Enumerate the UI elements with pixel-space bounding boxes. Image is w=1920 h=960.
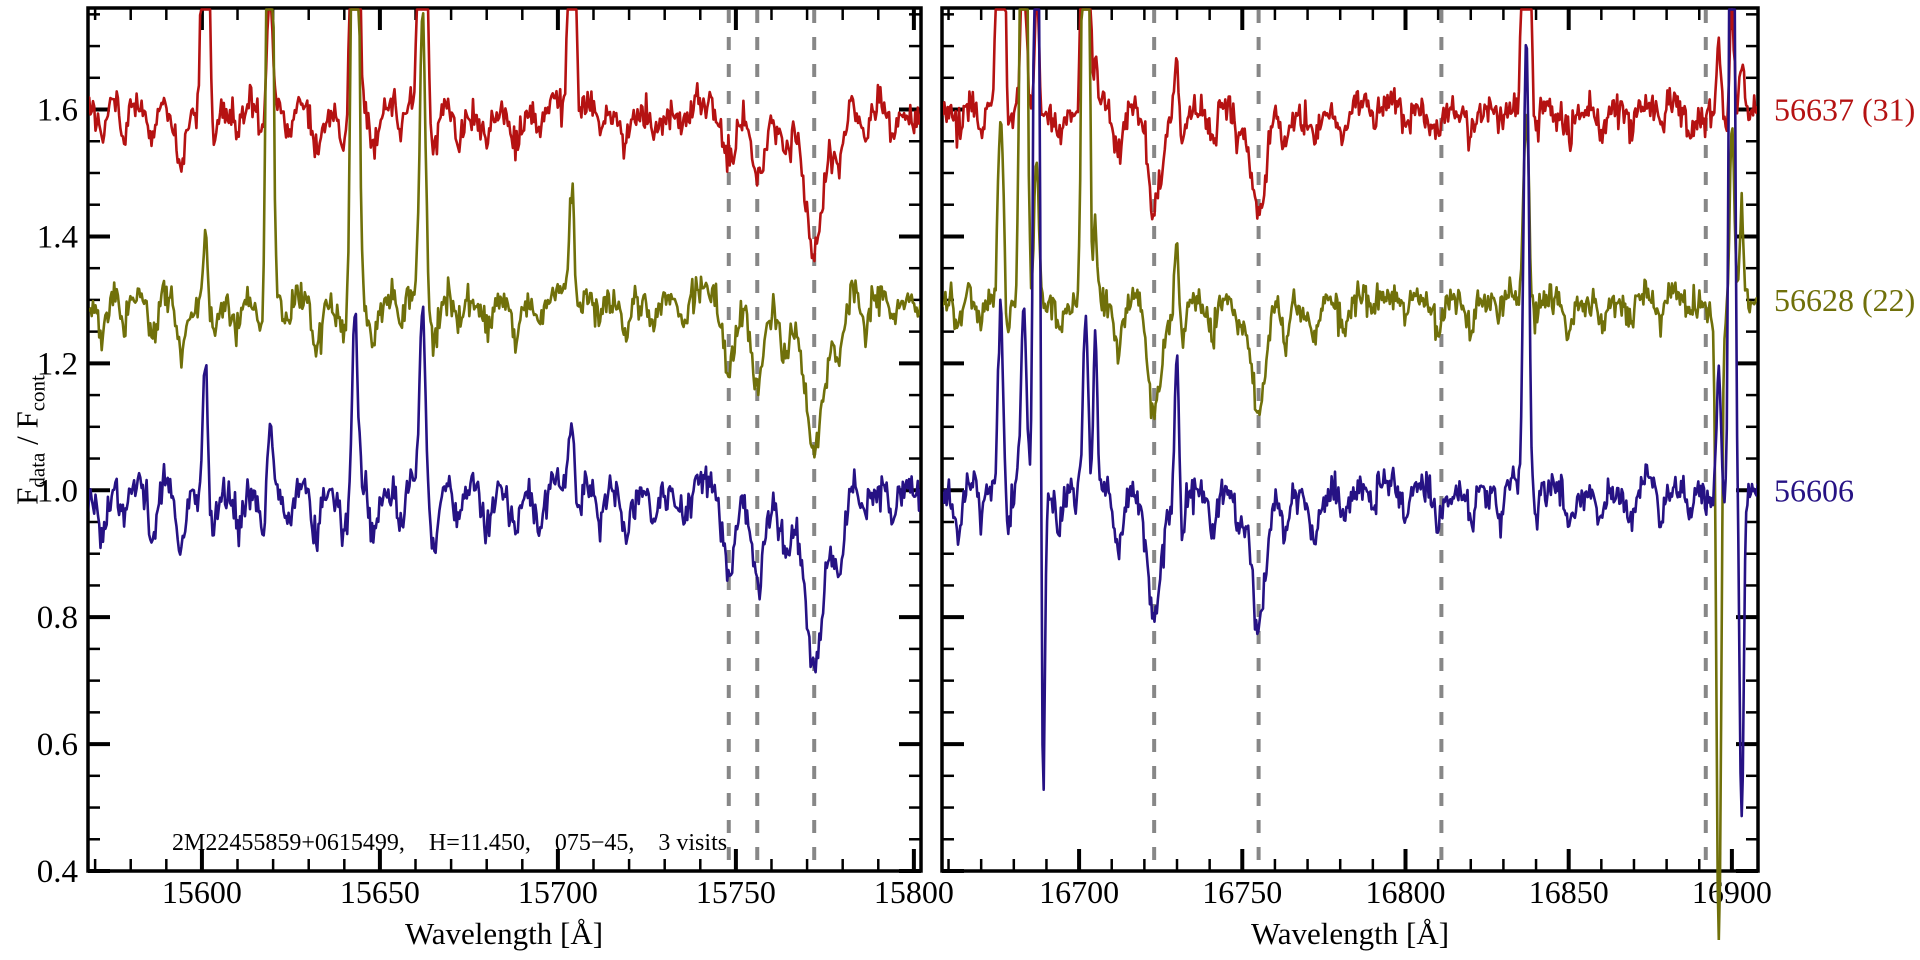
panel-right: 16700 16750 16800 16850 16900 56637 (31) 56628… [940,6,1915,940]
y-axis-title-sub-cont: cont [25,375,50,412]
x-tick-label: 15800 [874,874,954,910]
y-axis-title-sub-data: data [25,452,50,488]
x-tick-label: 15600 [162,874,242,910]
spectrum-56606 [943,8,1757,818]
x-tick-label: 16750 [1202,874,1282,910]
x-tick-label: 16800 [1365,874,1445,910]
panel-left: 15600 15650 15700 15750 15800 0.4 0.6 0.8 1.0 1.2… [37,6,954,910]
y-tick-label: 0.4 [37,854,78,890]
spectra-group [89,8,920,674]
y-tick-label: 0.6 [37,727,78,763]
x-tick-label: 15700 [518,874,598,910]
spectrum-56628 [89,8,920,459]
y-tick-label: 1.4 [37,219,78,255]
visit-label-56606: 56606 [1774,472,1854,508]
y-axis-title-mid: / F [9,411,45,453]
x-tick-label: 16900 [1692,874,1772,910]
x-axis-title-left: Wavelength [Å] [404,916,604,951]
y-axis-title-f: F [9,487,45,505]
panel-border [940,6,1760,873]
x-tick-label: 16700 [1039,874,1119,910]
spectrum-56606 [89,305,920,674]
axis-tick-labels: 16700 16750 16800 16850 16900 [1039,874,1772,910]
y-tick-label: 1.6 [37,93,78,129]
x-tick-label: 15650 [340,874,420,910]
spectrum-56628 [943,8,1757,940]
y-axis-title: Fdata / Fcont [9,375,50,505]
spectra-group [943,8,1757,940]
y-tick-label: 1.0 [37,473,78,509]
y-tick-label: 1.2 [37,346,78,382]
target-annotation: 2M22455859+0615499, H=11.450, 075−45, 3 … [172,830,728,856]
x-tick-label: 16850 [1529,874,1609,910]
x-tick-label: 15750 [696,874,776,910]
x-axis-title-right: Wavelength [Å] [1250,916,1450,951]
spectrum-56637 [943,8,1757,221]
panel-border [86,6,923,873]
axis-tick-labels: 15600 15650 15700 15750 15800 0.4 0.6 0.8 1.0 1.2… [37,93,954,910]
spectrum-56637 [89,8,920,263]
axis-ticks [942,8,1758,873]
y-tick-label: 0.8 [37,600,78,636]
visit-label-56637: 56637 (31) [1774,92,1915,128]
visit-label-56628: 56628 (22) [1774,282,1915,318]
axis-ticks [88,8,921,873]
